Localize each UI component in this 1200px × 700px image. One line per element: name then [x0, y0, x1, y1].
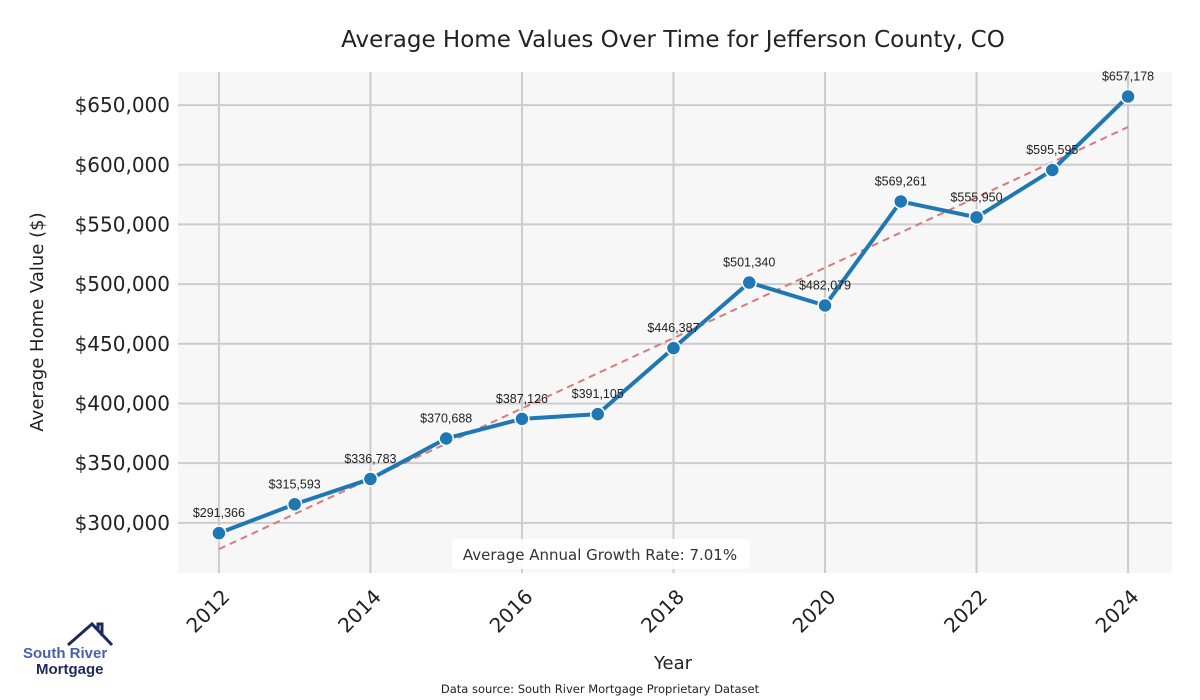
- data-label: $555,950: [950, 190, 1002, 204]
- house-icon: [67, 621, 114, 647]
- logo-line-2: Mortgage: [36, 661, 104, 678]
- data-point: [1120, 88, 1136, 105]
- x-tick-label: 2020: [788, 585, 841, 638]
- x-tick-label: 2024: [1091, 585, 1144, 638]
- data-point: [741, 274, 757, 291]
- data-point: [286, 496, 303, 513]
- data-label: $482,079: [799, 279, 851, 293]
- data-label: $370,688: [420, 411, 472, 425]
- y-tick-label: $500,000: [75, 272, 170, 296]
- x-tick-label: 2014: [333, 585, 386, 638]
- data-source: Data source: South River Mortgage Propri…: [441, 682, 760, 696]
- data-label: $569,261: [875, 174, 927, 188]
- x-tick-label: 2018: [636, 585, 689, 638]
- x-tick-label: 2016: [485, 585, 538, 638]
- data-point: [438, 430, 454, 447]
- data-label: $446,387: [647, 321, 699, 335]
- logo-line-1: South River: [23, 645, 108, 662]
- y-tick-label: $300,000: [75, 511, 170, 535]
- chart-title: Average Home Values Over Time for Jeffer…: [341, 27, 1005, 53]
- data-label: $387,126: [496, 392, 548, 406]
- data-point: [1044, 162, 1061, 178]
- x-tick-label: 2012: [181, 585, 234, 638]
- y-tick-label: $350,000: [75, 451, 170, 475]
- company-logo: South River Mortgage: [20, 620, 120, 680]
- y-tick-label: $650,000: [75, 93, 170, 117]
- data-point: [514, 411, 530, 427]
- x-tick-label: 2022: [939, 585, 992, 638]
- y-tick-label: $600,000: [75, 153, 170, 177]
- data-label: $501,340: [723, 256, 775, 270]
- x-axis-label: Year: [653, 653, 693, 674]
- data-point: [362, 471, 379, 487]
- y-tick-label: $450,000: [75, 332, 170, 356]
- data-point: [893, 193, 909, 210]
- data-label: $315,593: [269, 477, 321, 491]
- y-tick-label: $550,000: [75, 212, 170, 236]
- data-point: [968, 209, 985, 226]
- data-label: $657,178: [1102, 69, 1154, 83]
- data-point: [665, 340, 682, 356]
- y-axis-label: Average Home Value ($): [27, 212, 48, 431]
- data-point: [589, 406, 606, 422]
- annotation-box: [452, 539, 750, 569]
- data-label: $595,595: [1026, 143, 1078, 157]
- data-label: $391,105: [572, 387, 624, 401]
- data-label: $291,366: [193, 506, 245, 520]
- growth-rate-annotation: Average Annual Growth Rate: 7.01%: [463, 546, 737, 564]
- y-tick-label: $400,000: [75, 391, 170, 415]
- data-point: [817, 297, 833, 314]
- data-label: $336,783: [344, 452, 396, 466]
- data-point: [211, 525, 227, 541]
